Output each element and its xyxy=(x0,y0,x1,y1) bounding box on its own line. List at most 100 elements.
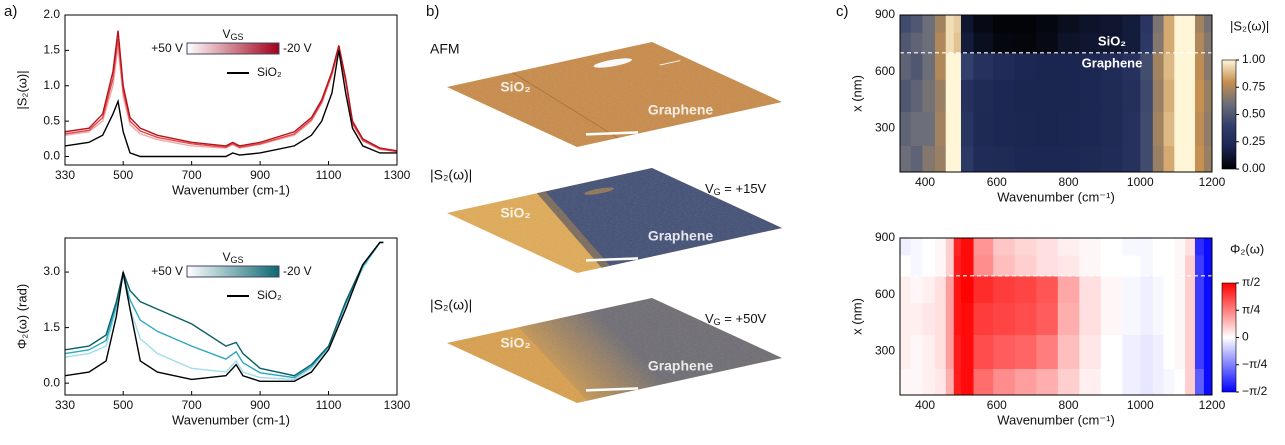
x-tick-label: 800 xyxy=(1059,398,1079,412)
heatmap-cell xyxy=(1153,276,1164,303)
heatmap-cell xyxy=(1185,369,1195,404)
region-label: Graphene xyxy=(1082,55,1143,70)
heatmap-cell xyxy=(922,255,935,276)
map-label: |S₂(ω)| xyxy=(430,167,472,183)
heatmap-cell xyxy=(1101,111,1123,146)
heatmap-cell xyxy=(1195,302,1204,335)
heatmap-cell xyxy=(946,53,955,80)
heatmap-cell xyxy=(900,111,911,146)
heatmap-cell xyxy=(1153,13,1164,32)
y-tick-label: 0.0 xyxy=(43,375,60,389)
colorbar-tick-label: 0 xyxy=(1242,330,1249,344)
heatmap-cell xyxy=(922,79,935,112)
heatmap-cell xyxy=(974,79,994,112)
heatmap-cell xyxy=(935,276,946,303)
heatmap-cell xyxy=(1058,255,1080,276)
heatmap-cell xyxy=(946,276,955,303)
heatmap-cell xyxy=(1140,276,1153,303)
heatmap-cell xyxy=(1195,255,1204,276)
heatmap-cell xyxy=(974,276,994,303)
y-tick-label: 3.0 xyxy=(43,264,60,278)
heatmap-cell xyxy=(974,53,994,80)
heatmap-cell xyxy=(922,111,935,146)
heatmap-cell xyxy=(1036,79,1058,112)
region-label: Graphene xyxy=(648,228,714,244)
heatmap-cell xyxy=(1079,369,1101,404)
heatmap-cell xyxy=(1185,302,1195,335)
map-image xyxy=(447,42,782,147)
heatmap-cell xyxy=(954,53,962,80)
heatmap-cell xyxy=(993,236,1015,255)
x-tick-label: 400 xyxy=(915,398,935,412)
heatmap-cell xyxy=(911,236,923,255)
colorbar-tick-label: 1.00 xyxy=(1242,52,1266,66)
heatmap-cell xyxy=(1058,32,1080,53)
colorbar-tick-label: 0.00 xyxy=(1242,161,1266,175)
colorbar-tick-label: 0.50 xyxy=(1242,107,1266,121)
heatmap-cell xyxy=(954,302,962,335)
heatmap-cell xyxy=(922,236,935,255)
heatmap-cell xyxy=(954,369,962,404)
heatmap-cell xyxy=(954,79,962,112)
heatmap-cell xyxy=(1164,302,1175,335)
heatmap-cell xyxy=(1036,334,1058,369)
heatmap-cell xyxy=(1101,334,1123,369)
colorbar xyxy=(1222,283,1236,392)
gate-label-part: V xyxy=(705,311,714,326)
heatmap-cell xyxy=(961,334,974,369)
heatmap-cell xyxy=(1122,302,1140,335)
heatmap-cell xyxy=(1153,334,1164,369)
heatmap-cell xyxy=(1036,236,1058,255)
heatmap-cell xyxy=(911,32,923,53)
heatmap-cell xyxy=(1036,111,1058,146)
heatmap-cell xyxy=(922,53,935,80)
x-tick-label: 600 xyxy=(987,398,1007,412)
heatmap-cell xyxy=(993,255,1015,276)
heatmap-cell xyxy=(1195,334,1204,369)
y-tick-label: 300 xyxy=(875,121,895,135)
legend-colorbar xyxy=(187,43,279,54)
heatmap-cell xyxy=(935,13,946,32)
legend-label: SiO₂ xyxy=(257,65,282,79)
heatmap-cell xyxy=(1140,255,1153,276)
heatmap-cell xyxy=(1015,32,1037,53)
heatmap-cell xyxy=(1153,236,1164,255)
heatmap-cell xyxy=(1122,334,1140,369)
heatmap-cell xyxy=(1174,302,1185,335)
heatmap-cell xyxy=(1195,236,1204,255)
heatmap-cell xyxy=(1015,276,1037,303)
plot-area xyxy=(900,13,1213,180)
heatmap-cell xyxy=(911,79,923,112)
heatmap-cell xyxy=(911,276,923,303)
region-label: SiO₂ xyxy=(1098,33,1126,48)
heatmap-cell xyxy=(1195,13,1204,32)
heatmap-cell xyxy=(1164,53,1175,80)
heatmap-cell xyxy=(1164,276,1175,303)
heatmap-cell xyxy=(1015,302,1037,335)
heatmap-cell xyxy=(1101,13,1123,32)
colorbar-title: |S₂(ω)| xyxy=(1230,18,1269,33)
x-tick-label: 900 xyxy=(250,398,270,412)
x-tick-label: 330 xyxy=(55,168,75,182)
heatmap-cell xyxy=(922,32,935,53)
colorbar-tick-label: −π/2 xyxy=(1242,384,1268,398)
heatmap-cell xyxy=(1153,79,1164,112)
heatmap-cell xyxy=(1036,276,1058,303)
heatmap-cell xyxy=(911,13,923,32)
heatmap-cell xyxy=(1185,255,1195,276)
heatmap-cell xyxy=(935,334,946,369)
heatmap-cell xyxy=(993,32,1015,53)
heatmap-cell xyxy=(911,111,923,146)
heatmap-cell xyxy=(1185,53,1195,80)
y-axis-title: |S₂(ω)| xyxy=(14,70,29,109)
region-label: SiO₂ xyxy=(500,335,530,351)
x-tick-label: 600 xyxy=(987,175,1007,189)
heatmap-cell xyxy=(1101,236,1123,255)
heatmap-cell xyxy=(1058,334,1080,369)
legend-label: +50 V xyxy=(151,264,183,278)
y-tick-label: 2.0 xyxy=(43,7,60,21)
heatmap-cell xyxy=(1174,255,1185,276)
heatmap-cell xyxy=(900,53,911,80)
x-axis-title: Wavenumber (cm⁻¹) xyxy=(997,412,1115,427)
legend-title-part: GS xyxy=(231,255,244,265)
